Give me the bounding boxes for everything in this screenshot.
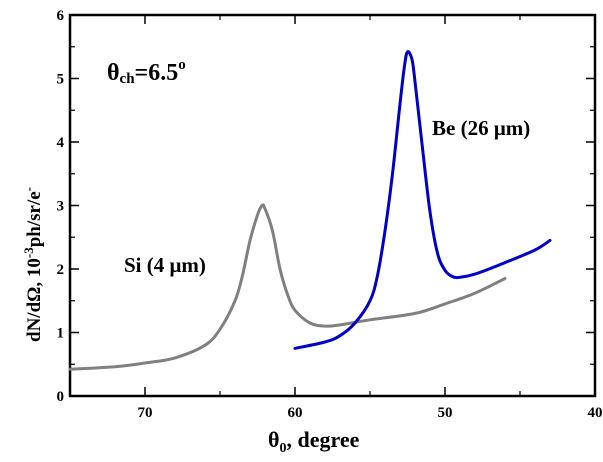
annotation-rest: =6.5 xyxy=(135,60,179,86)
x-label-main: θ xyxy=(268,427,279,452)
y-tick-label: 6 xyxy=(57,8,65,24)
y-tick-label: 1 xyxy=(57,326,65,342)
y-tick-label: 4 xyxy=(57,135,65,151)
y-label-main: dN/dΩ, 10 xyxy=(24,258,45,342)
y-label-mid: ph/sr/e xyxy=(24,191,45,247)
y-label-sup: -3 xyxy=(21,247,36,258)
x-axis-label: θ0, degree xyxy=(268,427,360,456)
x-tick-label: 60 xyxy=(288,405,303,421)
x-label-sub: 0 xyxy=(279,441,286,456)
annotation-sup: o xyxy=(178,57,186,73)
y-axis-ticks: 0 1 2 3 4 5 6 xyxy=(57,8,595,405)
x-label-rest: , degree xyxy=(286,427,359,452)
x-tick-label: 50 xyxy=(438,405,453,421)
series-label-be: Be (26 μm) xyxy=(432,116,530,140)
y-tick-label: 5 xyxy=(57,72,65,88)
y-label-sup2: - xyxy=(21,187,36,191)
series-line-be xyxy=(293,50,552,350)
y-tick-label: 3 xyxy=(57,199,65,215)
series-layer xyxy=(68,50,552,371)
x-axis-ticks: 70 60 50 40 xyxy=(69,15,603,421)
annotation-main: θ xyxy=(107,60,120,86)
series-line-si xyxy=(68,203,507,371)
x-tick-label: 40 xyxy=(588,405,603,421)
y-tick-label: 0 xyxy=(57,389,65,405)
x-tick-label: 70 xyxy=(138,405,153,421)
series-label-si: Si (4 μm) xyxy=(124,253,206,277)
theta-ch-annotation: θch=6.5o xyxy=(107,57,186,87)
y-axis-label: dN/dΩ, 10-3ph/sr/e- xyxy=(21,187,45,342)
y-tick-label: 2 xyxy=(57,262,65,278)
annotation-sub: ch xyxy=(120,71,136,87)
